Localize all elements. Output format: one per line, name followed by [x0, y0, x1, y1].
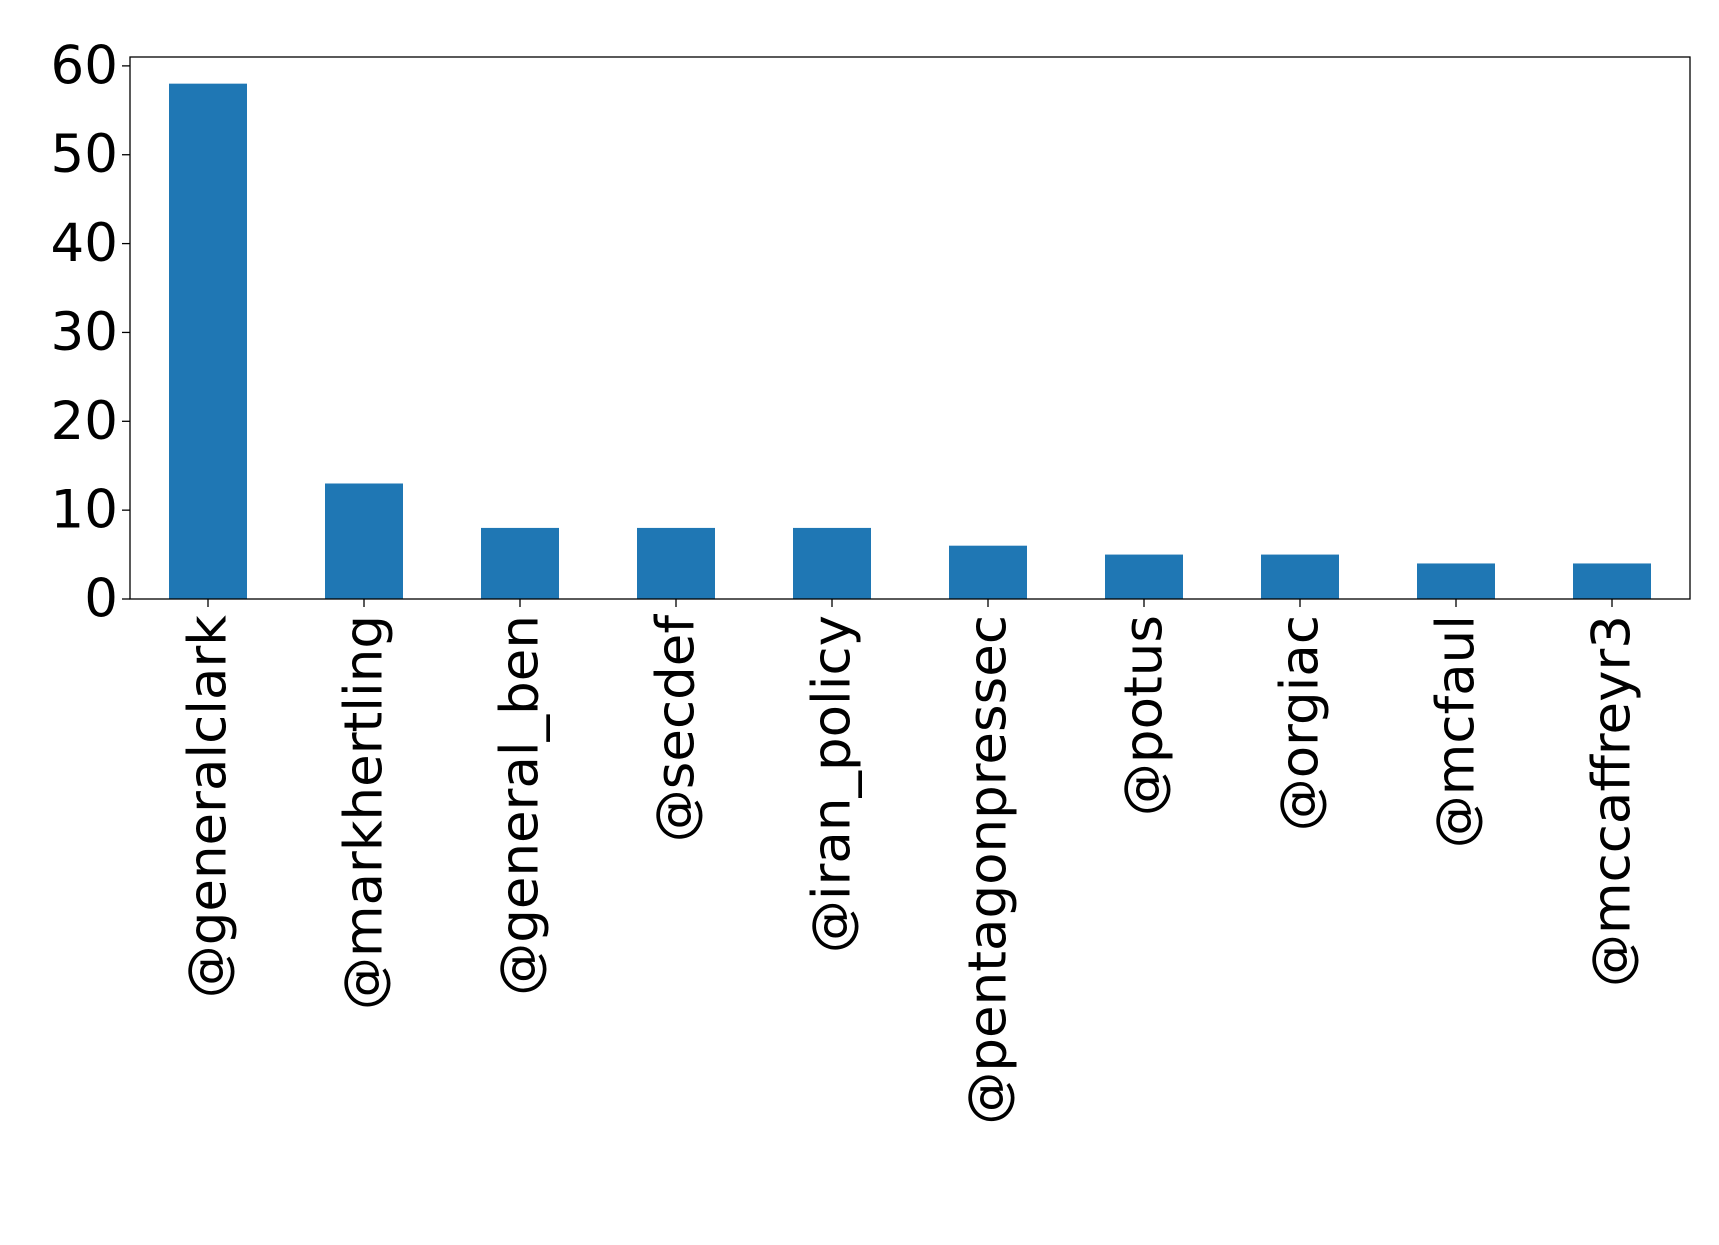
- x-tick-label: @generalclark: [178, 615, 239, 999]
- x-tick-label: @markhertling: [334, 615, 395, 1010]
- x-tick-label: @iran_policy: [802, 615, 863, 953]
- bar-general_ben: [481, 527, 559, 599]
- bar-orgiac: [1261, 554, 1339, 599]
- y-tick-label: 0: [84, 569, 118, 630]
- bar-mccaffreyr3: [1573, 563, 1651, 599]
- y-tick-label: 10: [51, 480, 118, 541]
- bar-potus: [1105, 554, 1183, 599]
- x-tick-label: @mccaffreyr3: [1582, 615, 1643, 987]
- y-axis: 0 10 20 30 40 50 60: [51, 35, 130, 630]
- y-tick-label: 30: [51, 302, 118, 363]
- bar-pentagonpressec: [949, 545, 1027, 599]
- x-tick-label: @general_ben: [490, 615, 551, 996]
- x-tick-label: @orgiac: [1270, 615, 1331, 831]
- x-tick-label: @secdef: [646, 614, 707, 843]
- bar-iran_policy: [793, 527, 871, 599]
- y-tick-label: 40: [51, 213, 118, 274]
- bar-mcfaul: [1417, 563, 1495, 599]
- bar-generalclark: [169, 83, 247, 599]
- bars-layer: [169, 83, 1651, 599]
- bar-markhertling: [325, 483, 403, 599]
- x-tick-label: @mcfaul: [1426, 615, 1487, 848]
- plot-frame: [129, 56, 1691, 600]
- bar-secdef: [637, 527, 715, 599]
- y-tick-label: 50: [51, 124, 118, 185]
- x-tick-label: @potus: [1114, 615, 1175, 816]
- y-tick-label: 20: [51, 391, 118, 452]
- x-tick-label: @pentagonpressec: [958, 615, 1019, 1125]
- y-tick-label: 60: [51, 35, 118, 96]
- x-axis: @generalclark @markhertling @general_ben @s…: [178, 599, 1643, 1125]
